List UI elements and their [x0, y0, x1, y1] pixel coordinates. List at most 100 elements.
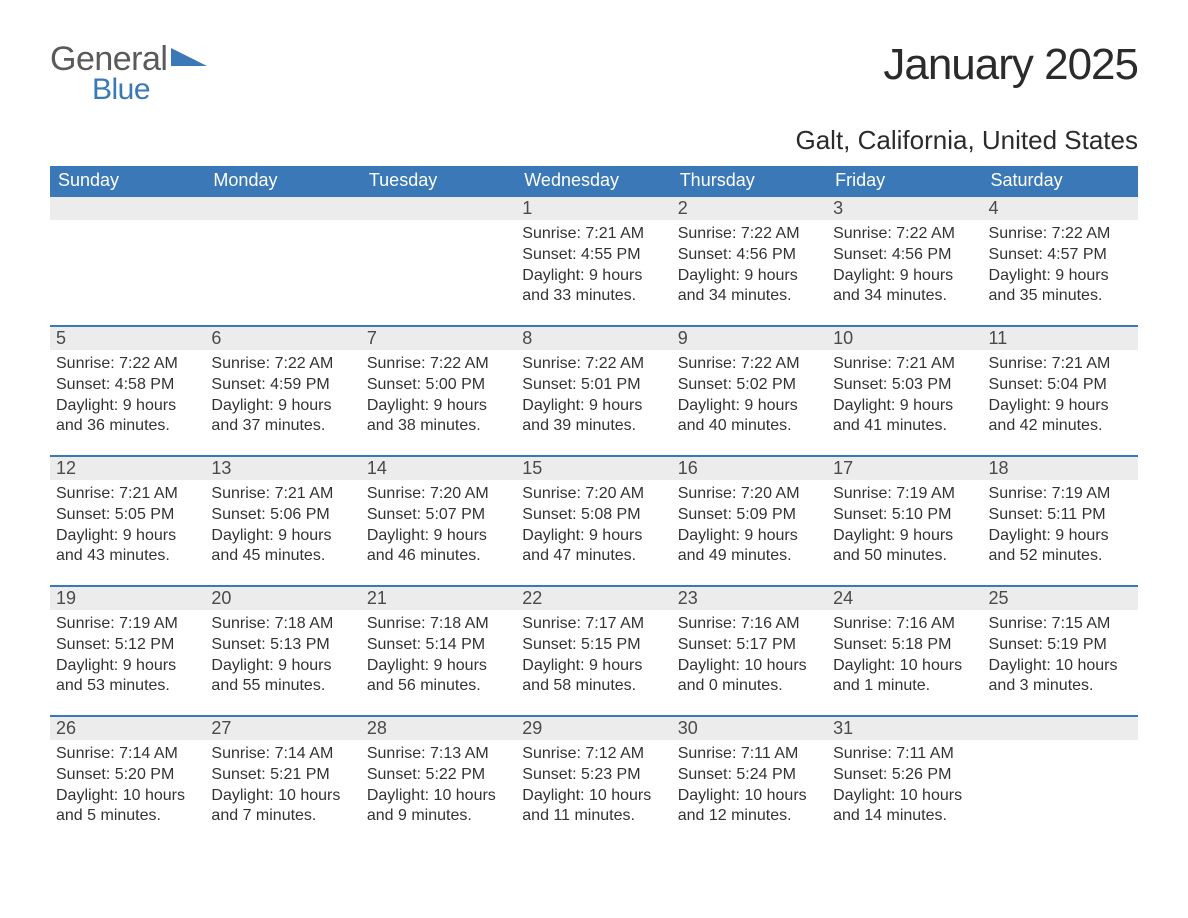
- day-number: 30: [672, 715, 827, 740]
- calendar-day-cell: 8Sunrise: 7:22 AMSunset: 5:01 PMDaylight…: [516, 325, 671, 455]
- sunrise-text: Sunrise: 7:15 AM: [989, 614, 1132, 635]
- day-number: 21: [361, 585, 516, 610]
- day-number: 13: [205, 455, 360, 480]
- day-number: 12: [50, 455, 205, 480]
- day-number: 20: [205, 585, 360, 610]
- logo-text-blue: Blue: [92, 73, 150, 107]
- location-subtitle: Galt, California, United States: [50, 125, 1138, 156]
- day-number: 6: [205, 325, 360, 350]
- calendar-day-cell: 4Sunrise: 7:22 AMSunset: 4:57 PMDaylight…: [983, 195, 1138, 325]
- daylight-text: Daylight: 10 hours and 1 minute.: [833, 656, 976, 698]
- day-details: Sunrise: 7:13 AMSunset: 5:22 PMDaylight:…: [361, 740, 516, 831]
- sunset-text: Sunset: 5:15 PM: [522, 635, 665, 656]
- sunset-text: Sunset: 4:55 PM: [522, 245, 665, 266]
- daylight-text: Daylight: 9 hours and 34 minutes.: [833, 266, 976, 308]
- daylight-text: Daylight: 9 hours and 40 minutes.: [678, 396, 821, 438]
- day-number: 19: [50, 585, 205, 610]
- calendar-week-row: 26Sunrise: 7:14 AMSunset: 5:20 PMDayligh…: [50, 715, 1138, 845]
- calendar-day-cell: 16Sunrise: 7:20 AMSunset: 5:09 PMDayligh…: [672, 455, 827, 585]
- calendar-day-cell: 12Sunrise: 7:21 AMSunset: 5:05 PMDayligh…: [50, 455, 205, 585]
- day-details: Sunrise: 7:16 AMSunset: 5:18 PMDaylight:…: [827, 610, 982, 701]
- sunset-text: Sunset: 4:56 PM: [833, 245, 976, 266]
- sunset-text: Sunset: 5:11 PM: [989, 505, 1132, 526]
- sunset-text: Sunset: 4:59 PM: [211, 375, 354, 396]
- day-number: 2: [672, 195, 827, 220]
- daylight-text: Daylight: 10 hours and 12 minutes.: [678, 786, 821, 828]
- sunrise-text: Sunrise: 7:21 AM: [56, 484, 199, 505]
- day-number: 18: [983, 455, 1138, 480]
- day-number: 8: [516, 325, 671, 350]
- daylight-text: Daylight: 9 hours and 49 minutes.: [678, 526, 821, 568]
- day-details: Sunrise: 7:11 AMSunset: 5:24 PMDaylight:…: [672, 740, 827, 831]
- title-block: January 2025: [883, 40, 1138, 90]
- daylight-text: Daylight: 10 hours and 5 minutes.: [56, 786, 199, 828]
- day-number: 27: [205, 715, 360, 740]
- sunrise-text: Sunrise: 7:21 AM: [211, 484, 354, 505]
- day-details: Sunrise: 7:18 AMSunset: 5:14 PMDaylight:…: [361, 610, 516, 701]
- sunrise-text: Sunrise: 7:20 AM: [522, 484, 665, 505]
- daylight-text: Daylight: 9 hours and 38 minutes.: [367, 396, 510, 438]
- daylight-text: Daylight: 9 hours and 41 minutes.: [833, 396, 976, 438]
- sunrise-text: Sunrise: 7:14 AM: [56, 744, 199, 765]
- day-number: 14: [361, 455, 516, 480]
- sunrise-text: Sunrise: 7:19 AM: [833, 484, 976, 505]
- calendar-day-cell: 21Sunrise: 7:18 AMSunset: 5:14 PMDayligh…: [361, 585, 516, 715]
- calendar-day-cell: 20Sunrise: 7:18 AMSunset: 5:13 PMDayligh…: [205, 585, 360, 715]
- day-details: Sunrise: 7:21 AMSunset: 4:55 PMDaylight:…: [516, 220, 671, 311]
- weekday-header: Monday: [205, 166, 360, 195]
- day-details: Sunrise: 7:19 AMSunset: 5:12 PMDaylight:…: [50, 610, 205, 701]
- calendar-day-cell: .: [983, 715, 1138, 845]
- daylight-text: Daylight: 9 hours and 55 minutes.: [211, 656, 354, 698]
- sunrise-text: Sunrise: 7:18 AM: [367, 614, 510, 635]
- sunrise-text: Sunrise: 7:20 AM: [367, 484, 510, 505]
- calendar-day-cell: 17Sunrise: 7:19 AMSunset: 5:10 PMDayligh…: [827, 455, 982, 585]
- sunset-text: Sunset: 5:26 PM: [833, 765, 976, 786]
- weekday-header: Thursday: [672, 166, 827, 195]
- calendar-day-cell: 7Sunrise: 7:22 AMSunset: 5:00 PMDaylight…: [361, 325, 516, 455]
- calendar-day-cell: .: [205, 195, 360, 325]
- sunrise-text: Sunrise: 7:16 AM: [678, 614, 821, 635]
- daylight-text: Daylight: 9 hours and 34 minutes.: [678, 266, 821, 308]
- day-number: 7: [361, 325, 516, 350]
- day-number: 23: [672, 585, 827, 610]
- day-number: 16: [672, 455, 827, 480]
- daylight-text: Daylight: 9 hours and 35 minutes.: [989, 266, 1132, 308]
- day-number: 17: [827, 455, 982, 480]
- sunrise-text: Sunrise: 7:16 AM: [833, 614, 976, 635]
- calendar-day-cell: 1Sunrise: 7:21 AMSunset: 4:55 PMDaylight…: [516, 195, 671, 325]
- calendar-week-row: 19Sunrise: 7:19 AMSunset: 5:12 PMDayligh…: [50, 585, 1138, 715]
- sunset-text: Sunset: 5:14 PM: [367, 635, 510, 656]
- weekday-header: Sunday: [50, 166, 205, 195]
- calendar-day-cell: 3Sunrise: 7:22 AMSunset: 4:56 PMDaylight…: [827, 195, 982, 325]
- calendar-body: ...1Sunrise: 7:21 AMSunset: 4:55 PMDayli…: [50, 195, 1138, 845]
- day-details: Sunrise: 7:14 AMSunset: 5:21 PMDaylight:…: [205, 740, 360, 831]
- weekday-header: Friday: [827, 166, 982, 195]
- day-details: Sunrise: 7:20 AMSunset: 5:07 PMDaylight:…: [361, 480, 516, 571]
- sunrise-text: Sunrise: 7:11 AM: [678, 744, 821, 765]
- weekday-header: Wednesday: [516, 166, 671, 195]
- calendar-day-cell: 6Sunrise: 7:22 AMSunset: 4:59 PMDaylight…: [205, 325, 360, 455]
- sunrise-text: Sunrise: 7:22 AM: [678, 354, 821, 375]
- calendar-week-row: ...1Sunrise: 7:21 AMSunset: 4:55 PMDayli…: [50, 195, 1138, 325]
- sunrise-text: Sunrise: 7:21 AM: [522, 224, 665, 245]
- calendar-day-cell: 25Sunrise: 7:15 AMSunset: 5:19 PMDayligh…: [983, 585, 1138, 715]
- sunset-text: Sunset: 4:58 PM: [56, 375, 199, 396]
- sunrise-text: Sunrise: 7:22 AM: [833, 224, 976, 245]
- day-details: Sunrise: 7:18 AMSunset: 5:13 PMDaylight:…: [205, 610, 360, 701]
- sunset-text: Sunset: 5:12 PM: [56, 635, 199, 656]
- day-details: Sunrise: 7:19 AMSunset: 5:10 PMDaylight:…: [827, 480, 982, 571]
- day-number: 22: [516, 585, 671, 610]
- weekday-header: Saturday: [983, 166, 1138, 195]
- day-number: 11: [983, 325, 1138, 350]
- day-details: Sunrise: 7:22 AMSunset: 5:02 PMDaylight:…: [672, 350, 827, 441]
- calendar-day-cell: 30Sunrise: 7:11 AMSunset: 5:24 PMDayligh…: [672, 715, 827, 845]
- daylight-text: Daylight: 9 hours and 58 minutes.: [522, 656, 665, 698]
- sunset-text: Sunset: 5:10 PM: [833, 505, 976, 526]
- day-number: 10: [827, 325, 982, 350]
- sunrise-text: Sunrise: 7:19 AM: [56, 614, 199, 635]
- calendar-week-row: 12Sunrise: 7:21 AMSunset: 5:05 PMDayligh…: [50, 455, 1138, 585]
- calendar-day-cell: 31Sunrise: 7:11 AMSunset: 5:26 PMDayligh…: [827, 715, 982, 845]
- day-number: 1: [516, 195, 671, 220]
- sunset-text: Sunset: 5:05 PM: [56, 505, 199, 526]
- daylight-text: Daylight: 9 hours and 45 minutes.: [211, 526, 354, 568]
